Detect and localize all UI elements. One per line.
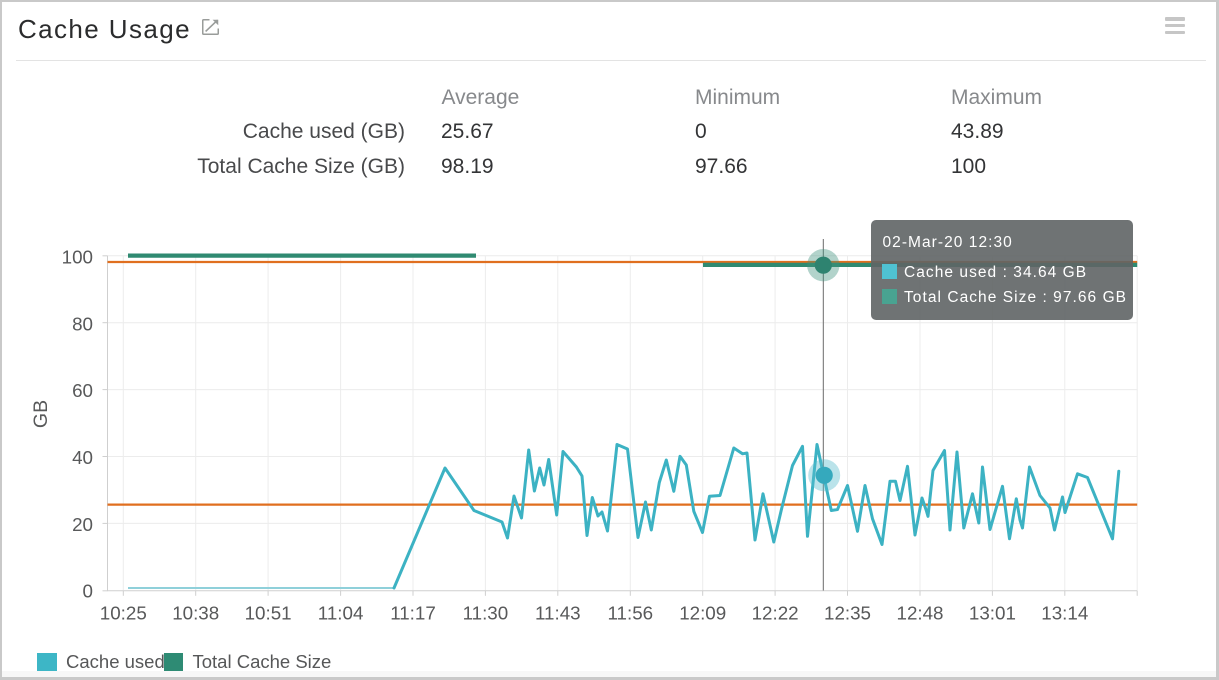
svg-text:13:14: 13:14	[1041, 603, 1088, 624]
svg-text:11:17: 11:17	[390, 603, 436, 624]
svg-text:10:25: 10:25	[100, 603, 147, 624]
svg-text:GB: GB	[30, 400, 52, 428]
svg-text:11:30: 11:30	[463, 603, 509, 624]
svg-text:11:56: 11:56	[607, 603, 653, 624]
svg-text:10:51: 10:51	[245, 603, 292, 624]
svg-text:80: 80	[72, 313, 93, 334]
svg-text:40: 40	[72, 447, 93, 468]
svg-text:12:48: 12:48	[897, 603, 944, 624]
svg-text:60: 60	[72, 380, 93, 401]
svg-text:11:04: 11:04	[318, 603, 364, 624]
svg-text:12:09: 12:09	[679, 603, 726, 624]
svg-text:12:22: 12:22	[752, 603, 799, 624]
svg-text:20: 20	[72, 514, 93, 535]
svg-text:10:38: 10:38	[172, 603, 219, 624]
svg-text:11:43: 11:43	[535, 603, 581, 624]
svg-text:0: 0	[83, 581, 93, 602]
svg-text:100: 100	[62, 246, 93, 267]
svg-text:12:35: 12:35	[824, 603, 871, 624]
svg-text:13:01: 13:01	[969, 603, 1016, 624]
